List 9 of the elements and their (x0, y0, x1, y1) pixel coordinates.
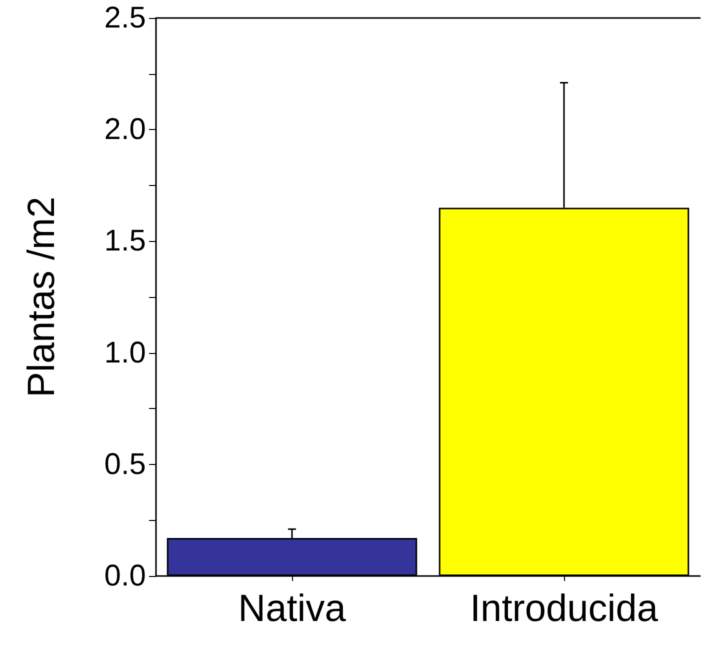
y-tick-label: 2.5 (104, 2, 146, 34)
y-tick-label: 1.0 (104, 336, 146, 370)
y-tick-label: 0.0 (104, 560, 146, 592)
y-axis-title: Plantas /m2 (21, 196, 63, 398)
y-tick-label: 2.0 (104, 113, 146, 146)
x-tick-label: Nativa (238, 588, 347, 630)
y-tick-label: 1.5 (104, 224, 146, 258)
x-tick-label: Introducida (470, 588, 659, 630)
y-tick-label: 0.5 (104, 448, 146, 481)
